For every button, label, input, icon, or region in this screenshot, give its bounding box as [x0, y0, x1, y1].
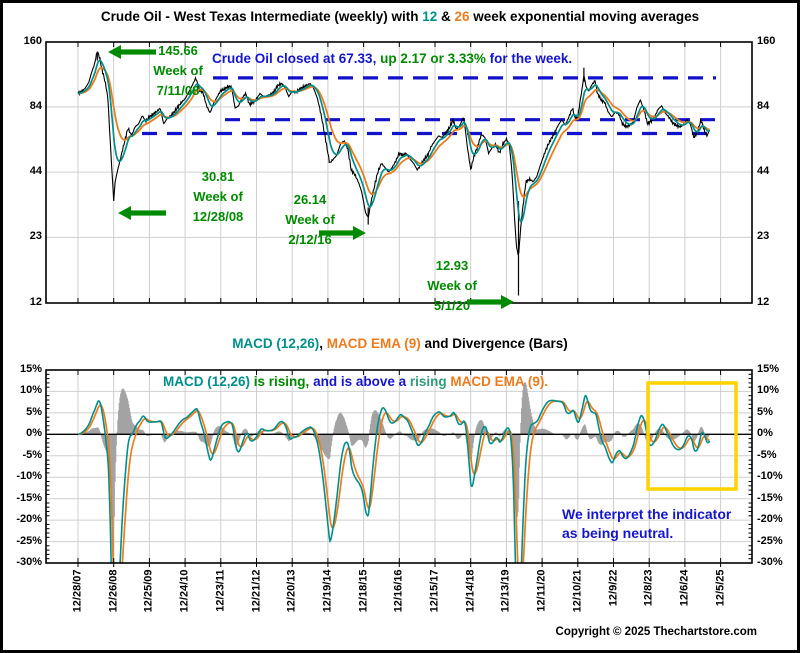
macd-y-tick-label: 10% — [757, 384, 780, 396]
x-tick-label: 12/13/19 — [499, 569, 512, 613]
title-part: Crude Oil - West Texas Intermediate (wee… — [100, 9, 423, 24]
annotation-value: 145.66 — [158, 43, 198, 58]
price-y-tick-label: 84 — [29, 100, 42, 112]
macd-y-tick-label: -25% — [757, 535, 783, 547]
x-tick-label: 12/16/16 — [392, 569, 405, 613]
annotation-text: Week of — [427, 278, 477, 293]
macd-y-tick-label: -15% — [16, 492, 42, 504]
macd-y-tick-label: -10% — [16, 470, 42, 482]
macd-status-part: MACD (12,26) — [163, 374, 254, 389]
price-y-tick-label: 160 — [23, 35, 42, 47]
macd-y-tick-label: 15% — [19, 363, 42, 375]
macd-y-tick-label: -5% — [757, 449, 777, 461]
macd-y-tick-label: -10% — [757, 470, 783, 482]
interpretation-line: as being neutral. — [562, 525, 674, 541]
x-tick-label: 12/24/10 — [178, 569, 191, 613]
x-tick-label: 12/11/20 — [535, 569, 548, 612]
macd-title-part: MACD EMA (9) — [326, 336, 421, 351]
annotation-date: 12/28/08 — [192, 209, 244, 224]
headline-change: up 2.17 or 3.33% — [380, 51, 486, 66]
annotation-date: 2/12/16 — [288, 232, 332, 247]
macd-status-part: is rising, — [253, 374, 310, 389]
macd-y-tick-label: 0% — [26, 427, 42, 439]
annotation-date: 5/1/20 — [433, 298, 471, 313]
macd-status-part: and is above a — [309, 374, 410, 389]
chart-title: Crude Oil - West Texas Intermediate (wee… — [0, 9, 800, 24]
title-part: week exponential moving averages — [469, 9, 700, 24]
interpretation-note: We interpret the indicator as being neut… — [562, 505, 731, 543]
annotation-low-2020: 12.93 Week of 5/1/20 — [404, 256, 500, 316]
macd-title-part: , — [319, 336, 327, 351]
x-tick-label: 12/5/25 — [714, 569, 727, 607]
macd-y-tick-label: 15% — [757, 363, 780, 375]
macd-status-part: MACD EMA (9). — [450, 374, 549, 389]
annotation-high-2008: 145.66 Week of 7/11/08 — [130, 41, 226, 101]
price-y-tick-label: 160 — [757, 35, 776, 47]
title-part: & — [437, 9, 455, 24]
x-tick-label: 12/18/15 — [357, 569, 370, 613]
x-tick-label: 12/23/11 — [214, 569, 227, 612]
annotation-date: 7/11/08 — [156, 83, 200, 98]
annotation-text: Week of — [193, 189, 243, 204]
macd-y-tick-label: -15% — [757, 492, 783, 504]
annotation-value: 12.93 — [435, 258, 469, 273]
price-y-tick-label: 44 — [757, 165, 770, 177]
weekly-close-note: Crude Oil closed at 67.33, up 2.17 or 3.… — [212, 51, 572, 66]
x-tick-label: 12/19/14 — [321, 569, 334, 613]
macd-y-tick-label: -30% — [16, 556, 42, 568]
copyright: Copyright © 2025 Thechartstore.com — [555, 626, 757, 638]
macd-panel-title: MACD (12,26), MACD EMA (9) and Divergenc… — [0, 336, 800, 351]
x-tick-label: 12/8/23 — [642, 569, 655, 607]
macd-title-part: MACD (12,26) — [232, 336, 320, 351]
x-tick-label: 12/15/17 — [428, 569, 441, 613]
x-tick-label: 12/25/09 — [142, 569, 155, 613]
annotation-value: 30.81 — [201, 169, 235, 184]
x-tick-label: 12/28/07 — [71, 569, 84, 613]
interpretation-line: We interpret the indicator — [562, 506, 732, 522]
macd-y-tick-label: -20% — [16, 513, 42, 525]
macd-y-tick-label: -20% — [757, 513, 783, 525]
price-y-tick-label: 44 — [29, 165, 42, 177]
price-y-tick-label: 12 — [757, 296, 770, 308]
headline-part: for the week. — [485, 51, 573, 66]
annotation-text: Week of — [285, 212, 335, 227]
macd-y-tick-label: -5% — [22, 449, 42, 461]
x-tick-label: 12/26/08 — [107, 569, 120, 613]
macd-status-note: MACD (12,26) is rising, and is above a r… — [163, 374, 548, 389]
x-tick-label: 12/6/24 — [678, 569, 691, 607]
price-y-tick-label: 23 — [29, 230, 42, 242]
macd-status-part: rising — [409, 374, 451, 389]
x-tick-label: 12/9/22 — [607, 569, 619, 607]
price-y-tick-label: 84 — [757, 100, 770, 112]
macd-y-tick-label: -25% — [16, 535, 42, 547]
x-tick-label: 12/20/13 — [285, 569, 298, 613]
macd-y-tick-label: 10% — [19, 384, 42, 396]
macd-y-tick-label: 5% — [757, 406, 773, 418]
macd-y-tick-label: -30% — [757, 556, 783, 568]
annotation-low-2016: 26.14 Week of 2/12/16 — [262, 190, 358, 250]
x-tick-label: 12/14/18 — [464, 569, 477, 613]
title-part-ema26: 26 — [454, 9, 470, 24]
price-y-tick-label: 12 — [29, 296, 42, 308]
annotation-text: Week of — [153, 63, 203, 78]
headline-part: Crude Oil closed at 67.33, — [212, 51, 381, 66]
annotation-value: 26.14 — [293, 192, 327, 207]
macd-y-tick-label: 5% — [26, 406, 42, 418]
macd-title-part: and Divergence (Bars) — [420, 336, 568, 351]
price-y-tick-label: 23 — [757, 230, 770, 242]
annotation-low-2008: 30.81 Week of 12/28/08 — [170, 167, 266, 227]
macd-y-tick-label: 0% — [757, 427, 773, 439]
x-tick-label: 12/10/21 — [571, 569, 584, 613]
title-part-ema12: 12 — [422, 9, 438, 24]
x-tick-label: 12/21/12 — [250, 569, 262, 613]
